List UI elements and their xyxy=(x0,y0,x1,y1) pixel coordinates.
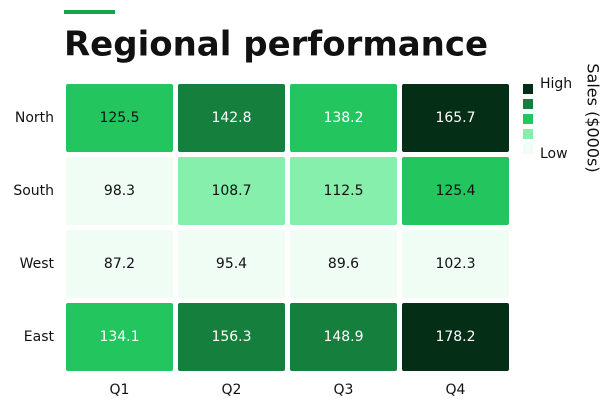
x-tick-label: Q3 xyxy=(334,382,354,398)
accent-bar xyxy=(64,10,115,14)
cell-value: 165.7 xyxy=(435,110,475,126)
cell-value: 134.1 xyxy=(99,329,139,345)
legend-swatch xyxy=(523,99,533,109)
y-tick-label: South xyxy=(13,183,54,199)
x-tick-label: Q4 xyxy=(446,382,466,398)
cell-value: 148.9 xyxy=(323,329,363,345)
legend-swatch xyxy=(523,114,533,124)
cell-value: 108.7 xyxy=(211,183,251,199)
cell-value: 138.2 xyxy=(323,110,363,126)
x-tick-label: Q2 xyxy=(222,382,242,398)
heatmap-cell xyxy=(402,230,509,298)
cell-value: 87.2 xyxy=(104,256,135,272)
chart-title: Regional performance xyxy=(64,25,488,65)
cell-value: 95.4 xyxy=(216,256,247,272)
y-tick-label: West xyxy=(20,256,55,272)
cell-value: 102.3 xyxy=(435,256,475,272)
legend-high: High xyxy=(540,76,572,92)
cell-value: 156.3 xyxy=(211,329,251,345)
heatmap-cell xyxy=(402,157,509,225)
heatmap-cell xyxy=(290,84,397,152)
x-tick-label: Q1 xyxy=(110,382,130,398)
y-tick-label: East xyxy=(24,329,55,345)
heatmap-cell xyxy=(178,157,285,225)
heatmap-cell xyxy=(290,230,397,298)
heatmap-cell xyxy=(66,303,173,371)
legend-swatch xyxy=(523,129,533,139)
cell-value: 89.6 xyxy=(328,256,359,272)
cell-value: 125.4 xyxy=(435,183,475,199)
heatmap-cell xyxy=(66,157,173,225)
cell-value: 178.2 xyxy=(435,329,475,345)
legend-swatch xyxy=(523,84,533,94)
cell-value: 125.5 xyxy=(99,110,139,126)
cell-value: 142.8 xyxy=(211,110,251,126)
legend-low: Low xyxy=(540,146,568,162)
heatmap-cell xyxy=(178,303,285,371)
heatmap-cell xyxy=(290,157,397,225)
cell-value: 112.5 xyxy=(323,183,363,199)
heatmap-cell xyxy=(178,230,285,298)
heatmap-cell xyxy=(66,230,173,298)
heatmap-cell xyxy=(290,303,397,371)
legend-swatch xyxy=(523,144,533,154)
heatmap-cell xyxy=(66,84,173,152)
cell-value: 98.3 xyxy=(104,183,135,199)
heatmap-cell xyxy=(178,84,285,152)
heatmap-cell xyxy=(402,84,509,152)
heatmap-cell xyxy=(402,303,509,371)
y-tick-label: North xyxy=(15,110,54,126)
colorbar-label: Sales ($000s) xyxy=(584,63,603,172)
